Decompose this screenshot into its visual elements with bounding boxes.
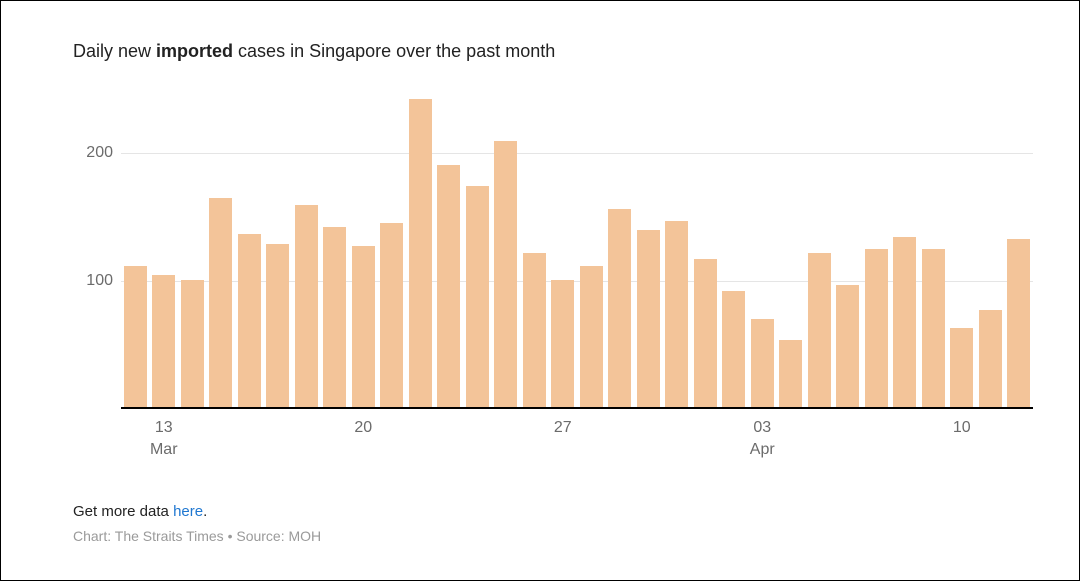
bar xyxy=(551,280,574,409)
bar xyxy=(722,291,745,409)
bar xyxy=(836,285,859,409)
chart-area: 100 200 xyxy=(73,89,1033,409)
bar xyxy=(380,223,403,409)
bar xyxy=(437,165,460,409)
bar xyxy=(209,198,232,409)
x-axis-labels: 13Mar 20 27 03Apr 10 xyxy=(121,417,1033,465)
chart-footer: Get more data here. Chart: The Straits T… xyxy=(73,503,321,544)
bar xyxy=(922,249,945,409)
footer-more-data: Get more data here. xyxy=(73,503,321,520)
x-axis-baseline xyxy=(121,407,1033,409)
x-tick-month: Apr xyxy=(750,439,775,461)
bar xyxy=(266,244,289,409)
bar xyxy=(238,234,261,409)
y-tick-label: 100 xyxy=(73,272,113,290)
x-tick-month: Mar xyxy=(150,439,178,461)
plot-region xyxy=(121,89,1033,409)
bar xyxy=(580,266,603,409)
x-tick-label: 20 xyxy=(354,417,372,439)
y-tick-label: 200 xyxy=(73,144,113,162)
x-tick-day: 03 xyxy=(750,417,775,439)
x-tick-label: 10 xyxy=(953,417,971,439)
bar xyxy=(1007,239,1030,409)
bars-container xyxy=(121,89,1033,409)
x-tick-day: 13 xyxy=(150,417,178,439)
bar xyxy=(409,99,432,409)
bar xyxy=(295,205,318,409)
bar xyxy=(152,275,175,409)
x-tick-label: 27 xyxy=(554,417,572,439)
bar xyxy=(779,340,802,409)
bar xyxy=(352,246,375,409)
bar xyxy=(893,237,916,409)
bar xyxy=(523,253,546,409)
title-bold: imported xyxy=(156,41,233,61)
bar xyxy=(751,319,774,409)
bar xyxy=(694,259,717,409)
bar xyxy=(637,230,660,409)
bar xyxy=(124,266,147,409)
bar xyxy=(979,310,1002,409)
x-tick-day: 27 xyxy=(554,417,572,439)
footer-more-prefix: Get more data xyxy=(73,503,173,520)
x-tick-day: 20 xyxy=(354,417,372,439)
footer-source: Chart: The Straits Times • Source: MOH xyxy=(73,528,321,544)
bar xyxy=(950,328,973,409)
bar xyxy=(665,221,688,409)
bar xyxy=(608,209,631,409)
footer-more-suffix: . xyxy=(203,503,207,520)
x-tick-label: 03Apr xyxy=(750,417,775,460)
bar xyxy=(323,227,346,409)
x-tick-label: 13Mar xyxy=(150,417,178,460)
bar xyxy=(865,249,888,409)
chart-title: Daily new imported cases in Singapore ov… xyxy=(73,41,555,62)
bar xyxy=(494,141,517,409)
footer-more-link[interactable]: here xyxy=(173,503,203,520)
bar xyxy=(808,253,831,409)
chart-frame: Daily new imported cases in Singapore ov… xyxy=(0,0,1080,581)
title-suffix: cases in Singapore over the past month xyxy=(233,41,555,61)
bar xyxy=(181,280,204,409)
title-prefix: Daily new xyxy=(73,41,156,61)
bar xyxy=(466,186,489,409)
x-tick-day: 10 xyxy=(953,417,971,439)
